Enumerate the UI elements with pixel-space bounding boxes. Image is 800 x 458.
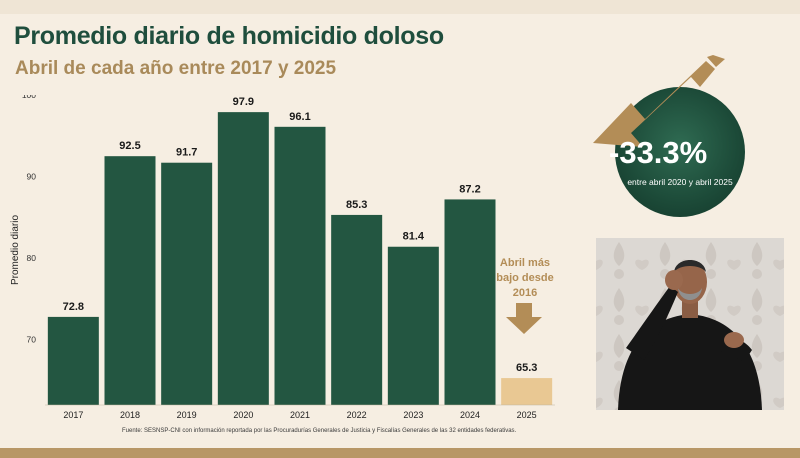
chart-title: Promedio diario de homicidio doloso [14, 22, 444, 50]
bar-2017 [47, 316, 99, 405]
change-circle [615, 87, 745, 217]
x-tick-label-2017: 2017 [63, 410, 83, 420]
x-tick-label-2019: 2019 [177, 410, 197, 420]
bar-2018 [104, 156, 156, 405]
bottom-band [0, 448, 800, 458]
value-label-2024: 87.2 [459, 183, 480, 195]
bar-2025 [501, 378, 553, 405]
value-label-2020: 97.9 [233, 96, 254, 108]
x-tick-label-2025: 2025 [517, 410, 537, 420]
top-band [0, 0, 800, 14]
value-label-2023: 81.4 [403, 231, 425, 243]
value-label-2022: 85.3 [346, 199, 367, 211]
y-axis-label: Promedio diario [10, 215, 21, 285]
x-tick-label-2018: 2018 [120, 410, 140, 420]
y-tick-label: 90 [27, 172, 37, 182]
x-tick-label-2020: 2020 [233, 410, 253, 420]
interpreter-figure [596, 238, 784, 410]
change-note: entre abril 2020 y abril 2025 [627, 177, 733, 187]
value-label-2017: 72.8 [63, 301, 84, 313]
chart-subtitle: Abril de cada año entre 2017 y 2025 [15, 58, 337, 79]
value-label-2025: 65.3 [516, 362, 537, 374]
down-arrow-icon [593, 55, 725, 147]
bar-2019 [161, 162, 213, 405]
sign-language-interpreter-video [596, 238, 784, 410]
bar-2020 [217, 112, 269, 405]
bar-2021 [274, 126, 326, 405]
arrow-down-icon [506, 303, 542, 334]
change-callout: -33.3% entre abril 2020 y abril 2025 [585, 55, 790, 225]
y-tick-label: 70 [27, 335, 37, 345]
bar-2024 [444, 199, 496, 405]
change-value: -33.3% [609, 135, 708, 170]
x-tick-label-2022: 2022 [347, 410, 367, 420]
x-tick-label-2024: 2024 [460, 410, 480, 420]
lowest-note: Abril más bajo desde 2016 [496, 257, 554, 299]
x-tick-label-2023: 2023 [403, 410, 423, 420]
value-label-2019: 91.7 [176, 147, 197, 159]
bar-2023 [387, 246, 439, 405]
value-label-2018: 92.5 [119, 140, 140, 152]
y-tick-label: 100 [22, 95, 36, 100]
y-tick-label: 80 [27, 253, 37, 263]
source-note: Fuente: SESNSP-CNI con información repor… [122, 428, 517, 434]
value-label-2021: 96.1 [289, 111, 310, 123]
bar-2022 [331, 214, 383, 405]
x-tick-label-2021: 2021 [290, 410, 310, 420]
bar-chart: Promedio diario 70 80 90 100 72.8 2017 92.5 2018… [10, 95, 555, 420]
